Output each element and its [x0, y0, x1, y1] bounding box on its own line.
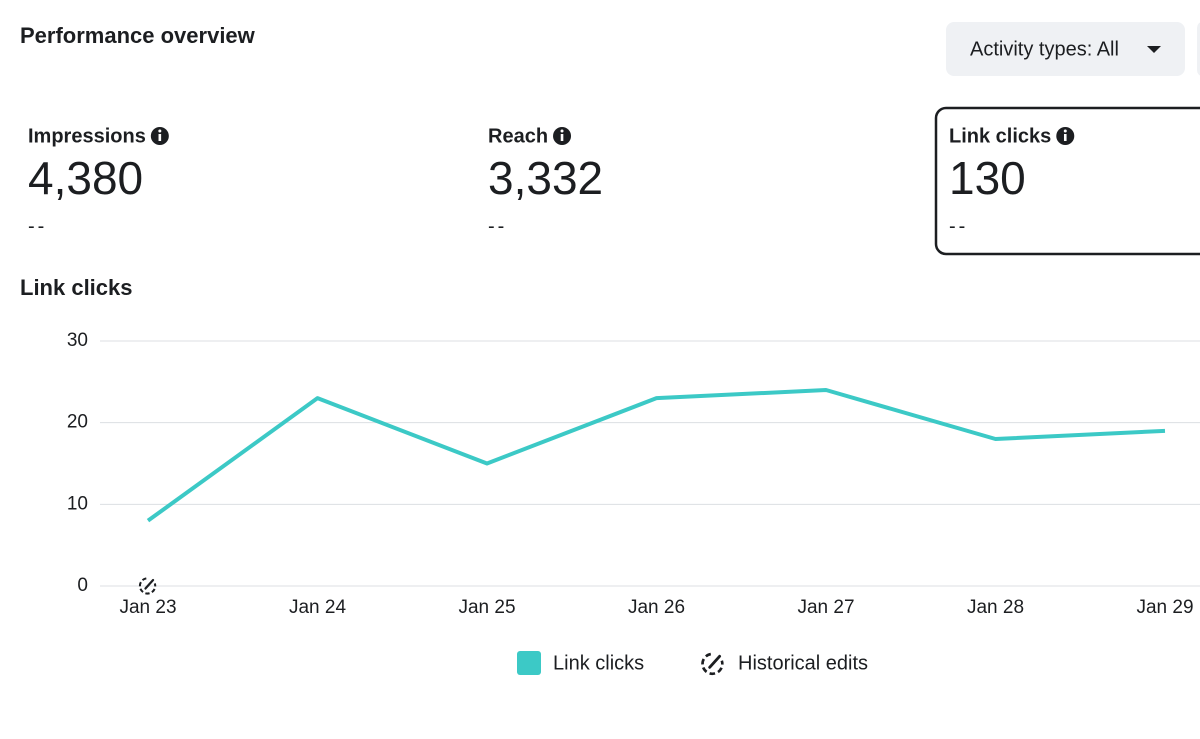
metric-change[interactable]: --	[28, 215, 47, 237]
x-tick-label: Jan 26	[628, 597, 685, 618]
legend-swatch[interactable]	[517, 651, 541, 675]
info-icon-stem	[560, 134, 564, 141]
edit-marker-needle	[144, 578, 155, 590]
y-tick-label: 10	[67, 493, 88, 514]
metric-label[interactable]: Link clicks	[949, 125, 1051, 147]
metric-label[interactable]: Impressions	[28, 125, 146, 147]
next-button[interactable]	[1197, 22, 1200, 76]
dropdown-label[interactable]: Activity types: All	[970, 38, 1119, 60]
legend-edit-icon-needle	[708, 654, 722, 669]
filter-dropdown[interactable]: Activity types: All	[946, 22, 1185, 76]
info-icon-stem	[1063, 134, 1067, 141]
edit-marker	[138, 577, 157, 595]
x-tick-label: Jan 24	[289, 597, 346, 618]
y-tick-label: 30	[67, 330, 88, 351]
x-tick-label: Jan 23	[119, 597, 176, 618]
y-tick-label: 20	[67, 412, 88, 433]
info-icon-dot	[560, 129, 564, 133]
selected-card-border[interactable]	[934, 106, 1200, 256]
legend-label: Historical edits	[738, 652, 868, 674]
x-tick-label: Jan 27	[797, 597, 854, 618]
y-tick-label: 0	[77, 575, 88, 596]
metric-change[interactable]: --	[488, 215, 507, 237]
x-tick-label: Jan 25	[458, 597, 515, 618]
info-icon-dot	[158, 129, 162, 133]
metric-value[interactable]: 4,380	[28, 152, 143, 204]
chart-title: Link clicks	[20, 275, 133, 300]
page-title: Performance overview	[20, 23, 256, 48]
info-icon-stem	[158, 134, 162, 141]
metric-label[interactable]: Reach	[488, 125, 548, 147]
legend-edit-icon	[701, 652, 724, 676]
dropdown-caret[interactable]	[1147, 46, 1161, 53]
dropdown-bg[interactable]	[946, 22, 1185, 76]
metric-change[interactable]: --	[949, 215, 968, 237]
x-tick-label: Jan 29	[1136, 597, 1193, 618]
x-tick-label: Jan 28	[967, 597, 1024, 618]
series-line	[146, 388, 1166, 523]
metric-value[interactable]: 3,332	[488, 152, 603, 204]
metric-value[interactable]: 130	[949, 152, 1026, 204]
info-icon-dot	[1063, 129, 1067, 133]
legend-label[interactable]: Link clicks	[553, 652, 644, 674]
